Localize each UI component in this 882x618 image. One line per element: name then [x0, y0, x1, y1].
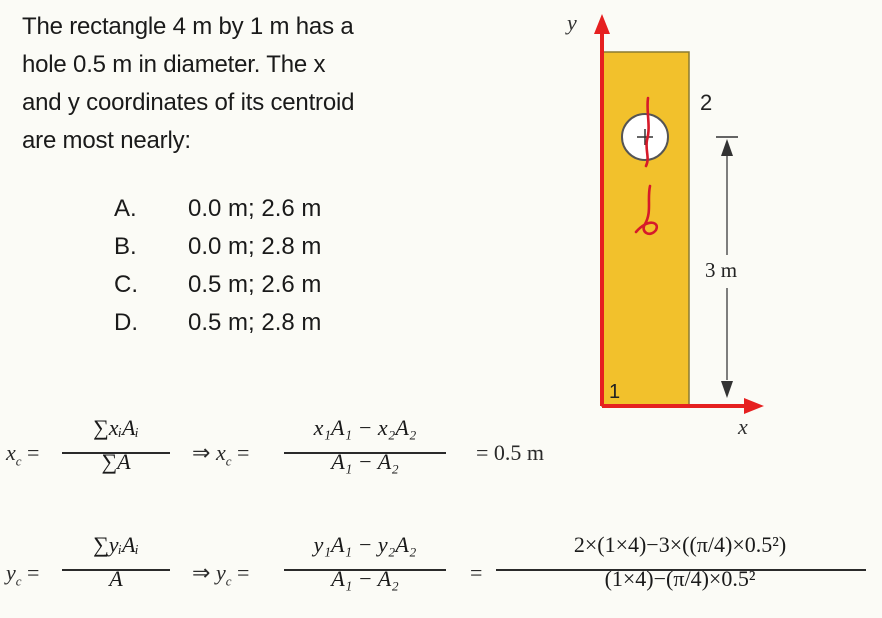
fraction-bar	[62, 569, 170, 571]
yc-fraction-1: ∑yᵢAᵢ A	[60, 532, 172, 592]
region-1-label: 1	[609, 381, 620, 403]
question-line: and y coordinates of its centroid	[22, 89, 355, 116]
ink-annotation	[644, 96, 650, 168]
choice-text: 0.5 m; 2.6 m	[188, 271, 322, 298]
xc-numerator-1: ∑xᵢAᵢ	[93, 415, 139, 440]
yc-lhs: yc =	[6, 560, 40, 589]
dimension-label: 3 m	[705, 258, 737, 282]
xc-fraction-2: x₁A₁ − x₂A₂ A₁ − A₂	[280, 415, 450, 475]
xc-lhs: xc =	[6, 440, 40, 469]
choice-letter: C.	[114, 271, 138, 298]
yc-numerator-1: ∑yᵢAᵢ	[93, 532, 139, 557]
choice-b[interactable]: B. 0.0 m; 2.8 m	[114, 228, 321, 266]
yc-numerator-3: 2×(1×4)−3×((π/4)×0.5²)	[573, 532, 787, 557]
choice-text: 0.5 m; 2.8 m	[188, 309, 322, 336]
yc-fraction-3: 2×(1×4)−3×((π/4)×0.5²) (1×4)−(π/4)×0.5²	[490, 532, 870, 592]
x-axis-label: x	[737, 414, 748, 439]
y-axis-arrow	[594, 14, 610, 34]
yc-equals: =	[470, 560, 483, 585]
rectangle-shape	[601, 51, 690, 407]
choice-text: 0.0 m; 2.6 m	[188, 195, 322, 222]
choice-letter: B.	[114, 233, 137, 260]
choice-text: 0.0 m; 2.8 m	[188, 233, 322, 260]
choice-a[interactable]: A. 0.0 m; 2.6 m	[114, 190, 321, 228]
region-2-label: 2	[700, 90, 712, 115]
yc-denominator-1: A	[109, 566, 123, 591]
choice-letter: A.	[114, 195, 137, 222]
y-axis-label: y	[565, 10, 577, 35]
xc-result: = 0.5 m	[476, 440, 545, 465]
question-line: The rectangle 4 m by 1 m has a	[22, 13, 354, 40]
choice-letter: D.	[114, 309, 138, 336]
fraction-bar	[284, 569, 446, 571]
fraction-bar	[496, 569, 866, 571]
xc-implies: ⇒ xc =	[192, 440, 250, 469]
xc-fraction-1: ∑xᵢAᵢ ∑A	[60, 415, 172, 475]
dimension-arrow-down	[721, 381, 733, 398]
fraction-bar	[284, 452, 446, 454]
yc-numerator-2: y₁A₁ − y₂A₂	[313, 532, 417, 557]
question-line: hole 0.5 m in diameter. The x	[22, 51, 326, 78]
choice-d[interactable]: D. 0.5 m; 2.8 m	[114, 304, 321, 342]
ink-annotation	[634, 184, 659, 236]
yc-implies: ⇒ yc =	[192, 560, 250, 589]
dimension-arrow-up	[721, 139, 733, 156]
fraction-bar	[62, 452, 170, 454]
question-line: are most nearly:	[22, 127, 191, 154]
answer-choices: A. 0.0 m; 2.6 m B. 0.0 m; 2.8 m C. 0.5 m…	[114, 190, 321, 342]
yc-fraction-2: y₁A₁ − y₂A₂ A₁ − A₂	[280, 532, 450, 592]
choice-c[interactable]: C. 0.5 m; 2.6 m	[114, 266, 321, 304]
xc-numerator-2: x₁A₁ − x₂A₂	[313, 415, 417, 440]
question-text: The rectangle 4 m by 1 m has a hole 0.5 …	[22, 8, 492, 160]
x-axis-arrow	[744, 398, 764, 414]
